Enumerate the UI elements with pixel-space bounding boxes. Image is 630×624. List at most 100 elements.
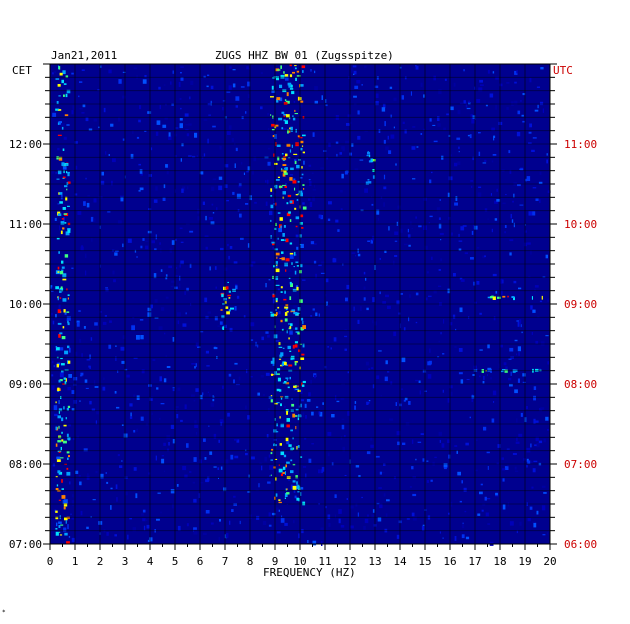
texture-cell <box>233 495 236 498</box>
texture-cell <box>179 283 181 289</box>
texture-cell <box>246 170 249 173</box>
texture-cell <box>340 398 345 401</box>
x-axis-title: FREQUENCY (HZ) <box>263 566 356 579</box>
texture-cell <box>383 202 385 207</box>
feature-mark-1 <box>295 261 299 264</box>
feature-mark-1 <box>291 90 295 95</box>
texture-cell <box>212 125 216 128</box>
texture-cell <box>89 365 91 369</box>
texture-cell <box>326 157 329 160</box>
feature-mark-2 <box>224 301 227 304</box>
texture-cell <box>271 188 275 190</box>
texture-cell <box>415 379 419 382</box>
texture-cell <box>177 525 181 531</box>
texture-cell <box>100 180 105 185</box>
feature-mark-0 <box>57 266 60 270</box>
feature-mark-2 <box>228 309 231 312</box>
texture-cell <box>377 517 382 522</box>
texture-cell <box>533 522 537 528</box>
texture-cell <box>234 306 237 311</box>
feature-mark-1 <box>270 219 272 222</box>
texture-cell <box>447 398 450 403</box>
texture-cell <box>535 420 539 423</box>
feature-mark-1 <box>289 296 292 300</box>
texture-cell <box>397 400 399 405</box>
feature-mark-0 <box>62 207 66 210</box>
texture-cell <box>486 498 491 500</box>
feature-mark-1 <box>286 461 290 464</box>
texture-cell <box>145 519 148 521</box>
texture-cell <box>285 164 289 166</box>
feature-mark-0 <box>65 231 70 236</box>
texture-cell <box>85 117 89 122</box>
texture-cell <box>312 189 317 191</box>
texture-cell <box>219 145 222 150</box>
utc-zone-label: UTC <box>553 64 573 77</box>
feature-mark-1 <box>297 135 301 138</box>
feature-mark-2 <box>228 290 231 293</box>
texture-cell <box>522 373 526 377</box>
texture-cell <box>268 279 271 281</box>
texture-cell <box>58 304 61 309</box>
texture-cell <box>487 374 488 377</box>
feature-mark-1 <box>300 214 304 218</box>
texture-cell <box>402 121 405 124</box>
texture-cell <box>175 275 179 277</box>
texture-cell <box>458 146 460 149</box>
feature-mark-4 <box>512 369 516 373</box>
texture-cell <box>364 130 368 132</box>
texture-cell <box>89 400 92 405</box>
texture-cell <box>478 151 481 156</box>
texture-cell <box>154 299 158 303</box>
texture-cell <box>395 163 397 166</box>
texture-cell <box>372 319 374 324</box>
feature-mark-1 <box>295 327 298 330</box>
feature-mark-1 <box>301 227 304 229</box>
texture-cell <box>495 290 498 294</box>
texture-cell <box>79 81 83 83</box>
feature-mark-1 <box>278 185 283 188</box>
feature-mark-1 <box>285 377 289 379</box>
feature-mark-1 <box>299 192 303 197</box>
texture-cell <box>530 305 533 310</box>
texture-cell <box>469 289 471 290</box>
feature-mark-1 <box>271 373 273 376</box>
texture-cell <box>293 520 295 524</box>
texture-cell <box>437 116 440 121</box>
feature-mark-1 <box>281 363 285 366</box>
feature-mark-1 <box>275 179 280 181</box>
texture-cell <box>383 463 386 466</box>
texture-cell <box>327 452 330 457</box>
texture-cell <box>240 162 243 165</box>
texture-cell <box>454 536 457 541</box>
texture-cell <box>480 483 483 486</box>
texture-cell <box>140 173 143 176</box>
texture-cell <box>54 363 59 369</box>
texture-cell <box>232 83 236 88</box>
texture-cell <box>272 192 276 195</box>
feature-mark-1 <box>300 357 305 360</box>
feature-mark-0 <box>56 347 60 351</box>
texture-cell <box>421 526 425 531</box>
texture-cell <box>522 93 526 96</box>
texture-cell <box>187 186 189 190</box>
texture-cell <box>281 515 283 518</box>
texture-cell <box>114 252 118 256</box>
texture-cell <box>133 357 138 359</box>
x-tick-label: 16 <box>443 555 456 568</box>
texture-cell <box>265 283 267 288</box>
texture-cell <box>186 443 189 448</box>
texture-cell <box>212 395 214 399</box>
texture-cell <box>415 458 417 461</box>
texture-cell <box>81 112 85 114</box>
feature-mark-1 <box>288 323 292 325</box>
feature-mark-1 <box>276 144 281 147</box>
feature-mark-0 <box>56 459 61 462</box>
texture-cell <box>479 375 481 378</box>
texture-cell <box>531 149 535 152</box>
texture-cell <box>234 362 238 365</box>
texture-cell <box>88 128 93 131</box>
texture-cell <box>469 134 472 139</box>
texture-cell <box>325 104 328 107</box>
feature-mark-1 <box>280 239 284 241</box>
